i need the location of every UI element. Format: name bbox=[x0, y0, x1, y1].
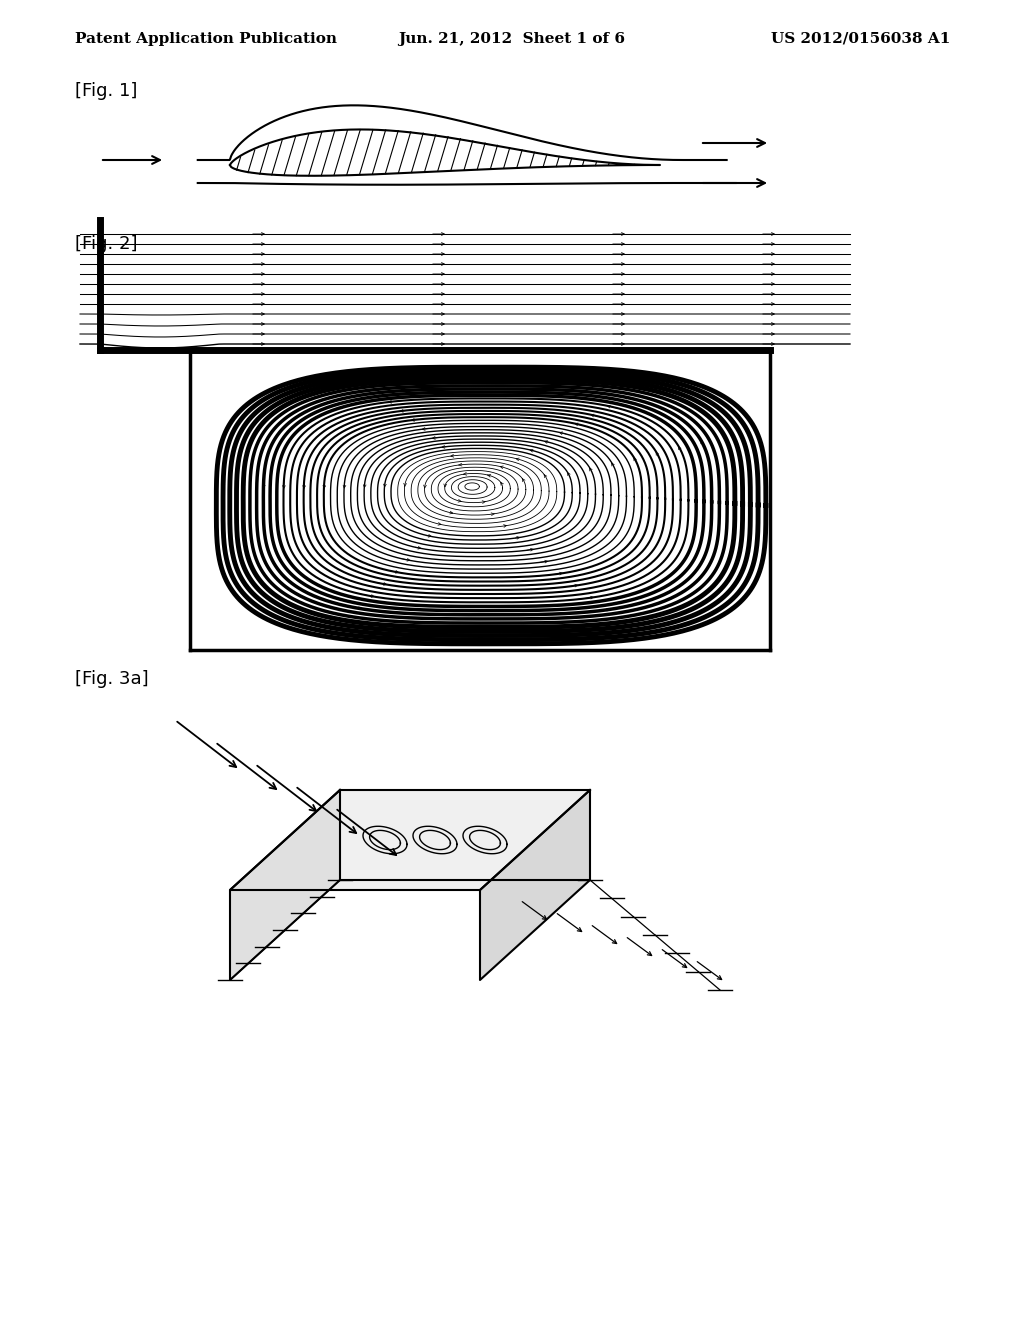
Polygon shape bbox=[480, 789, 590, 979]
Text: US 2012/0156038 A1: US 2012/0156038 A1 bbox=[771, 32, 950, 46]
Polygon shape bbox=[230, 789, 340, 979]
Text: [Fig. 3a]: [Fig. 3a] bbox=[75, 671, 148, 688]
Text: Jun. 21, 2012  Sheet 1 of 6: Jun. 21, 2012 Sheet 1 of 6 bbox=[398, 32, 626, 46]
Polygon shape bbox=[230, 129, 660, 176]
Text: Patent Application Publication: Patent Application Publication bbox=[75, 32, 337, 46]
Text: [Fig. 2]: [Fig. 2] bbox=[75, 235, 137, 253]
Text: [Fig. 1]: [Fig. 1] bbox=[75, 82, 137, 100]
Polygon shape bbox=[230, 789, 590, 890]
